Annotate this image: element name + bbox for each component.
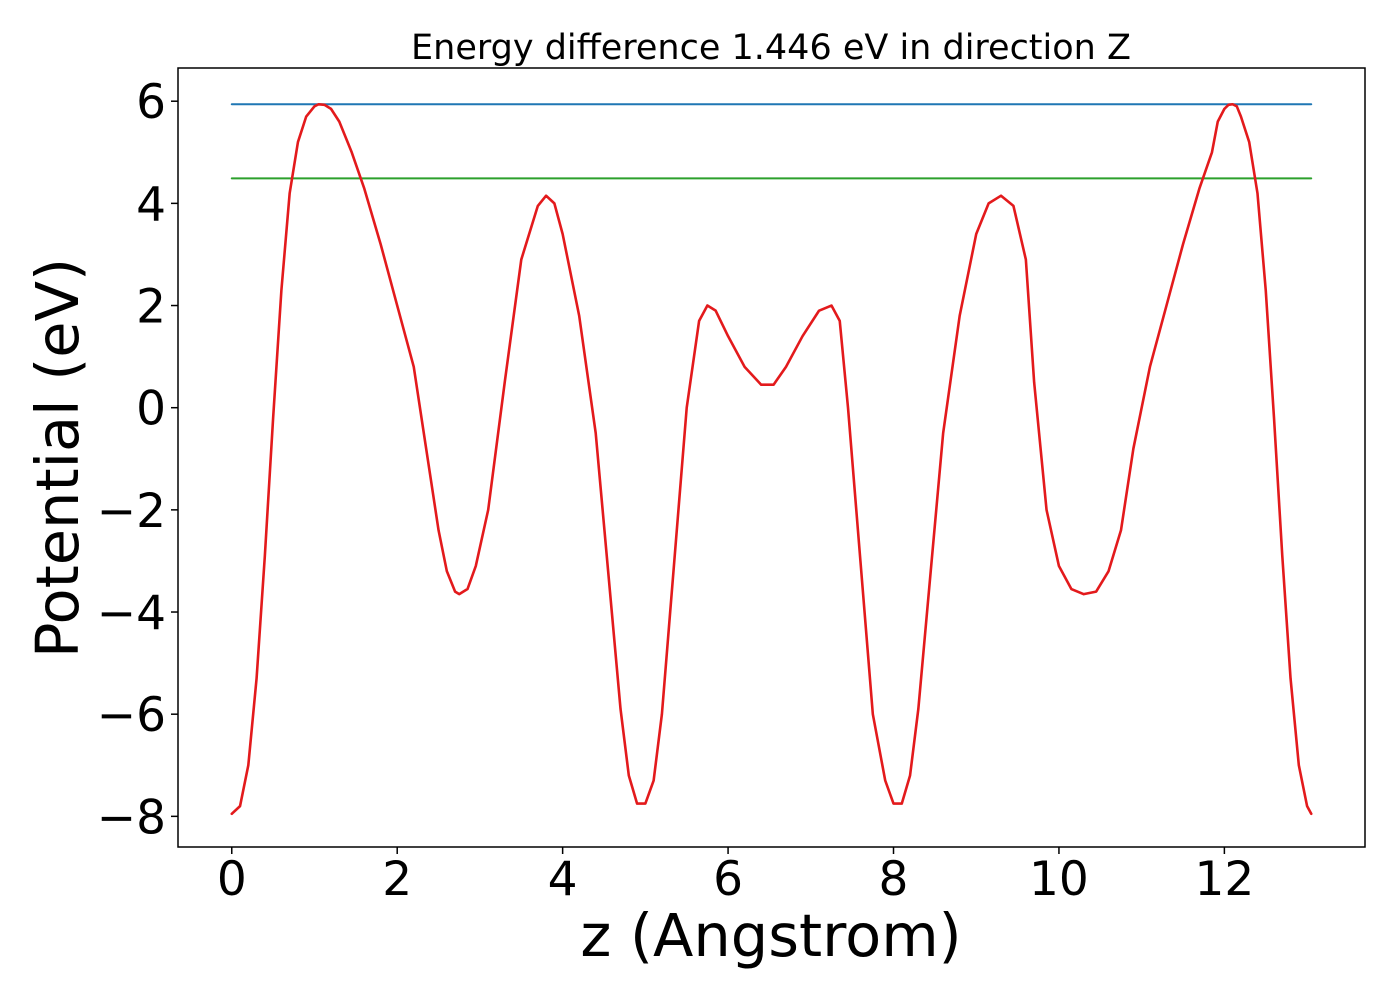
y-tick-label: 2	[136, 280, 166, 335]
y-tick-label: 0	[136, 382, 166, 437]
plot-frame	[177, 67, 1366, 848]
x-tick-label: 2	[382, 852, 412, 907]
x-tick-label: 4	[548, 852, 578, 907]
chart-title: Energy difference 1.446 eV in direction …	[411, 28, 1131, 68]
y-tick-label: 6	[136, 75, 166, 130]
y-tick-label: 4	[136, 177, 166, 232]
y-axis-label: Potential (eV)	[23, 258, 92, 658]
series-line-3	[230, 102, 1313, 816]
x-tick-label: 12	[1194, 852, 1254, 907]
series-layer	[230, 102, 1313, 816]
x-tick-label: 0	[217, 852, 247, 907]
x-tick-label: 6	[713, 852, 743, 907]
x-tick-label: 8	[879, 852, 909, 907]
y-tick-label: −4	[97, 586, 166, 641]
x-axis-ticks: 0 2 4 6 8 10 12	[217, 847, 1254, 907]
x-axis-label: z (Angstrom)	[580, 901, 961, 970]
y-tick-label: −6	[97, 688, 166, 743]
y-tick-label: −2	[97, 484, 166, 539]
x-tick-label: 10	[1029, 852, 1089, 907]
y-axis-ticks: −8 −6 −4 −2 0 2 4 6	[97, 75, 178, 845]
y-tick-label: −8	[97, 790, 166, 845]
